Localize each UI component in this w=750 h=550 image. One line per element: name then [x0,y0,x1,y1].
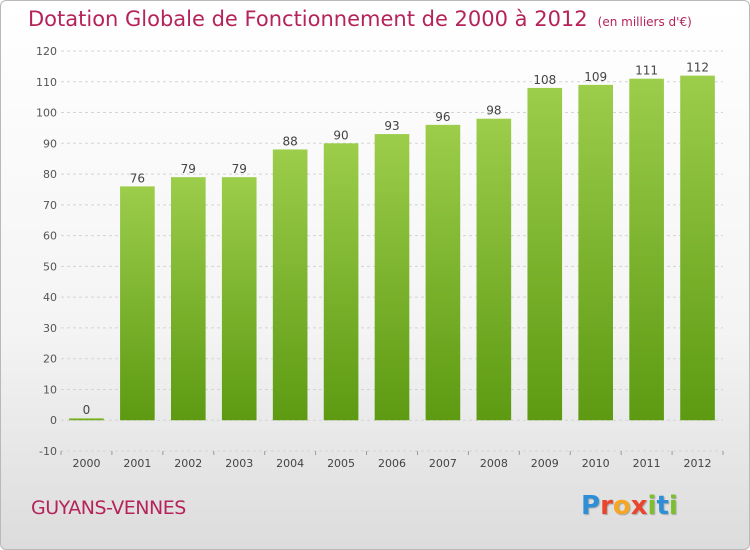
data-label-2002: 79 [181,162,196,176]
data-label-2010: 109 [584,70,607,84]
y-tick-label: 120 [36,45,57,58]
x-tick-label-2006: 2006 [378,457,406,470]
unit-label: (en milliers d'€) [597,15,692,29]
y-tick-label: 40 [43,291,57,304]
logo-letter: i [668,491,678,521]
bar-2012 [680,75,715,421]
y-tick-label: 110 [36,76,57,89]
bar-2008 [476,118,512,421]
bar-2004 [272,149,308,421]
chart-title: Dotation Globale de Fonctionnement de 20… [28,7,692,31]
y-tick-label: 60 [43,230,57,243]
data-label-2007: 96 [435,110,450,124]
bar-2005 [323,143,359,421]
bars [69,75,715,421]
x-tick-label-2010: 2010 [582,457,610,470]
bar-2007 [425,124,461,421]
y-tick-label: 90 [43,137,57,150]
chart-title-text: Dotation Globale de Fonctionnement de 20… [28,7,588,31]
x-tick-label-2004: 2004 [276,457,304,470]
y-tick-label: 80 [43,168,57,181]
proxiti-logo: Proxiti [581,491,678,521]
x-tick-label-2002: 2002 [174,457,202,470]
y-tick-label: 100 [36,107,57,120]
logo-letter: P [581,491,601,521]
y-tick-label: 30 [43,322,57,335]
bar-2011 [629,78,664,421]
y-tick-label: 20 [43,353,57,366]
x-tick-label-2008: 2008 [480,457,508,470]
bar-2003 [221,177,257,421]
x-tick-label-2009: 2009 [531,457,559,470]
data-label-2004: 88 [283,134,298,148]
bar-2000 [69,418,104,421]
x-axis: 2000 2001 2002 2003 2004 2005 2006 2007 2008 2009… [60,451,724,470]
logo-letter: i [647,491,657,521]
y-axis: -10 0 10 20 30 40 50 60 70 80 90 100 110 120 [36,45,57,458]
y-tick-label: 10 [43,383,57,396]
data-label-2003: 79 [232,162,247,176]
bar-2001 [120,186,155,421]
data-labels: 0 76 79 79 88 90 93 96 98 108 109 111 112 [83,61,709,418]
data-label-2006: 93 [384,119,399,133]
bar-2002 [170,177,206,421]
y-tick-label: -10 [39,445,57,458]
y-tick-label: 70 [43,199,57,212]
logo-letter: x [630,491,648,521]
logo-letter: r [600,491,613,521]
x-tick-label-2005: 2005 [327,457,355,470]
data-label-2000: 0 [83,403,91,417]
x-tick-label-2012: 2012 [684,457,712,470]
data-label-2005: 90 [333,128,348,142]
bar-2009 [527,87,563,421]
data-label-2012: 112 [686,61,709,75]
bar-2010 [578,84,614,421]
data-label-2008: 98 [486,104,501,118]
x-tick-label-2007: 2007 [429,457,457,470]
bar-2006 [374,134,410,421]
x-tick-label-2003: 2003 [225,457,253,470]
y-tick-label: 50 [43,260,57,273]
data-label-2009: 108 [533,73,556,87]
logo-letter: o [612,491,631,521]
x-tick-label-2001: 2001 [123,457,151,470]
logo-letter: t [656,491,669,521]
x-tick-label-2011: 2011 [633,457,661,470]
commune-name: GUYANS-VENNES [31,497,186,519]
data-label-2011: 111 [635,64,658,78]
data-label-2001: 76 [130,171,145,185]
y-tick-label: 0 [50,414,57,427]
x-tick-label-2000: 2000 [72,457,100,470]
